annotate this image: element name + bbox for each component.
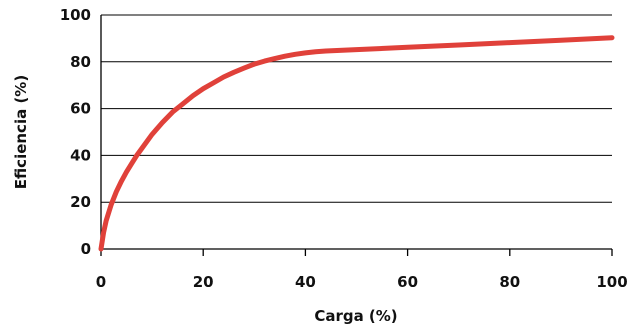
y-tick-label: 80 <box>70 53 91 71</box>
x-tick-label: 20 <box>193 273 214 291</box>
x-tick-label: 40 <box>295 273 316 291</box>
y-tick-label: 60 <box>70 100 91 118</box>
x-axis-title: Carga (%) <box>314 307 397 325</box>
x-tick-label: 0 <box>96 273 106 291</box>
x-tick-label: 60 <box>397 273 418 291</box>
tick-labels: 0 20 40 60 80 100 0 20 40 60 80 100 <box>60 6 628 291</box>
y-axis-title: Eficiencia (%) <box>12 75 30 189</box>
y-tick-label: 20 <box>70 193 91 211</box>
efficiency-curve <box>98 35 615 252</box>
y-tick-label: 40 <box>70 146 91 164</box>
axes <box>100 15 613 256</box>
series-layer <box>98 35 615 252</box>
y-tick-label: 100 <box>60 6 91 24</box>
gridlines <box>101 14 612 203</box>
y-tick-label: 0 <box>81 240 91 258</box>
x-tick-label: 100 <box>596 273 627 291</box>
x-tick-label: 80 <box>499 273 520 291</box>
